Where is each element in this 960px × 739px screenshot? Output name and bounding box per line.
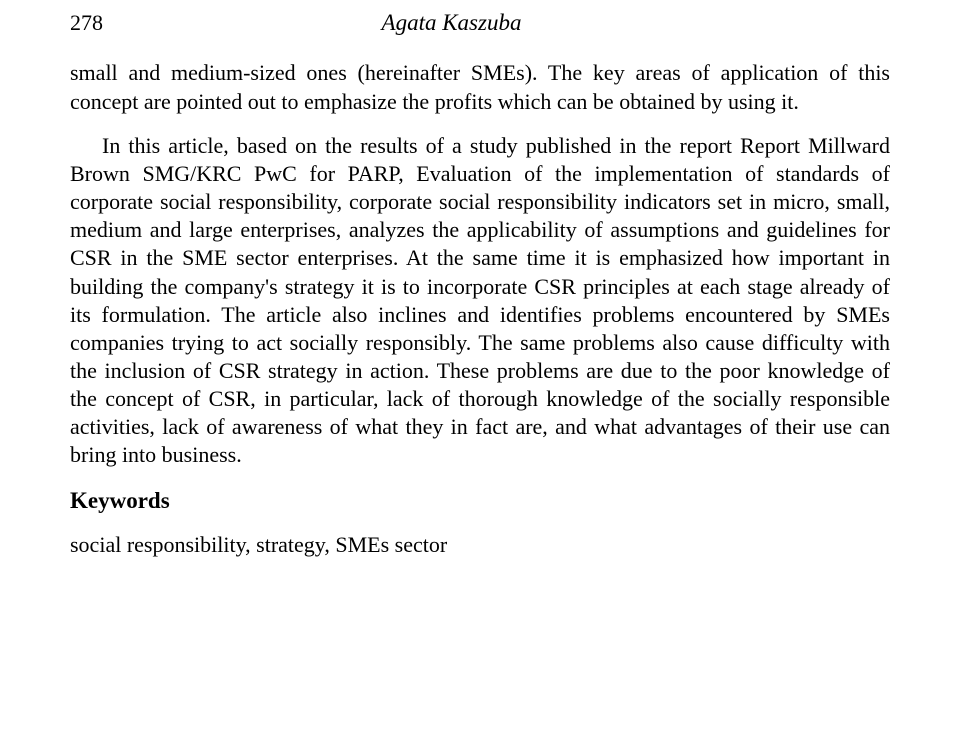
page-header: 278 Agata Kaszuba	[70, 8, 890, 37]
body-text: small and medium-sized ones (hereinafter…	[70, 59, 890, 559]
page: 278 Agata Kaszuba small and medium-sized…	[0, 0, 960, 739]
abstract-paragraph: In this article, based on the results of…	[70, 132, 890, 470]
intro-paragraph: small and medium-sized ones (hereinafter…	[70, 59, 890, 115]
keywords-heading: Keywords	[70, 486, 890, 515]
author-name: Agata Kaszuba	[53, 8, 850, 37]
keywords-list: social responsibility, strategy, SMEs se…	[70, 531, 890, 559]
